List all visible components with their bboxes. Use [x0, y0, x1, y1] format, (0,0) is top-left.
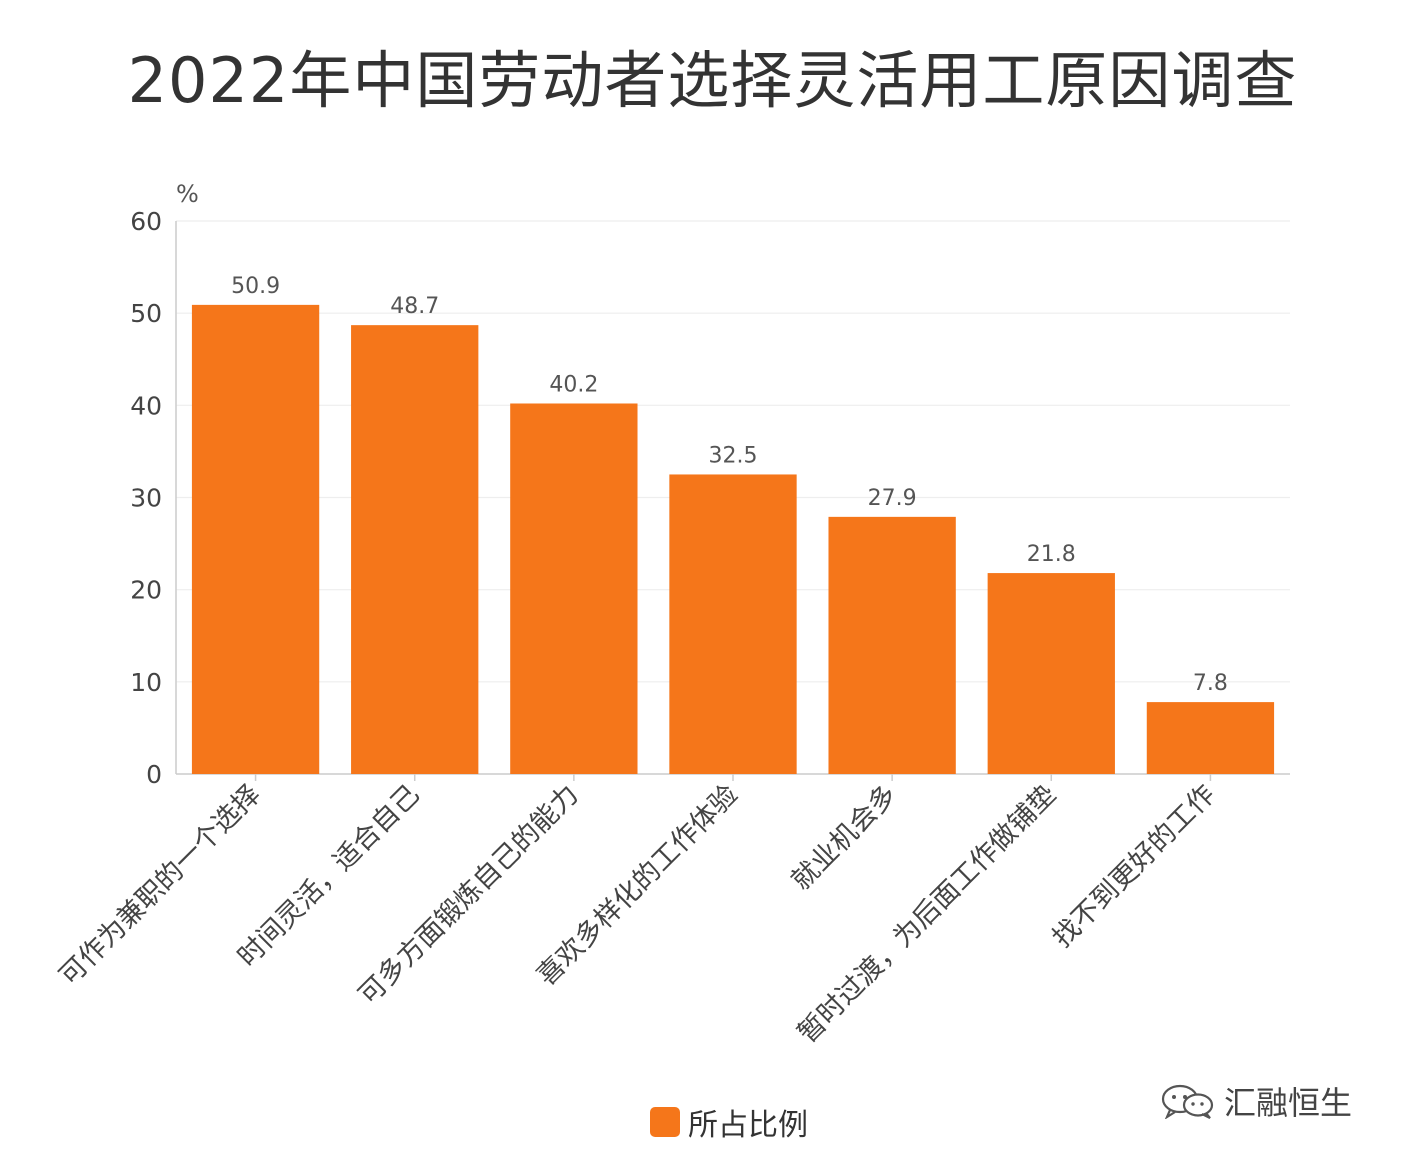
bar-value-label: 32.5 — [709, 443, 758, 468]
bar — [351, 325, 479, 774]
y-tick-label: 10 — [130, 668, 162, 697]
bar — [669, 474, 797, 774]
legend-swatch — [650, 1107, 680, 1137]
bar-value-label: 48.7 — [390, 294, 439, 319]
y-tick-label: 30 — [130, 484, 162, 513]
watermark: 汇融恒生 — [1160, 1078, 1352, 1124]
y-axis-unit-label: % — [176, 180, 199, 208]
chart-title: 2022年中国劳动者选择灵活用工原因调查 — [127, 44, 1298, 117]
y-tick-label: 60 — [130, 207, 162, 236]
legend-label: 所占比例 — [688, 1108, 808, 1143]
watermark-text: 汇融恒生 — [1224, 1084, 1353, 1122]
y-tick-label: 0 — [146, 760, 162, 789]
bar — [828, 516, 956, 774]
x-category-label: 暂时过渡，为后面工作做铺垫 — [792, 779, 1062, 1049]
y-tick-label: 50 — [130, 299, 162, 328]
x-category-label: 可作为兼职的一个选择 — [54, 779, 267, 992]
bar — [987, 573, 1115, 774]
bar — [1146, 702, 1275, 774]
bar-value-label: 21.8 — [1027, 542, 1076, 567]
y-tick-label: 20 — [130, 576, 162, 605]
y-tick-label: 40 — [130, 391, 162, 420]
legend: 所占比例 — [650, 1100, 808, 1144]
bar — [191, 304, 320, 774]
x-category-label: 时间灵活，适合自己 — [232, 779, 426, 973]
x-category-label: 就业机会多 — [786, 779, 903, 896]
wechat-icon — [1161, 1084, 1214, 1119]
bar-value-label: 7.8 — [1193, 671, 1228, 696]
bar-value-label: 50.9 — [231, 274, 280, 299]
bar-value-label: 27.9 — [868, 486, 917, 511]
x-category-label: 找不到更好的工作 — [1047, 779, 1222, 954]
bar — [510, 403, 638, 774]
bar-value-label: 40.2 — [549, 372, 598, 397]
